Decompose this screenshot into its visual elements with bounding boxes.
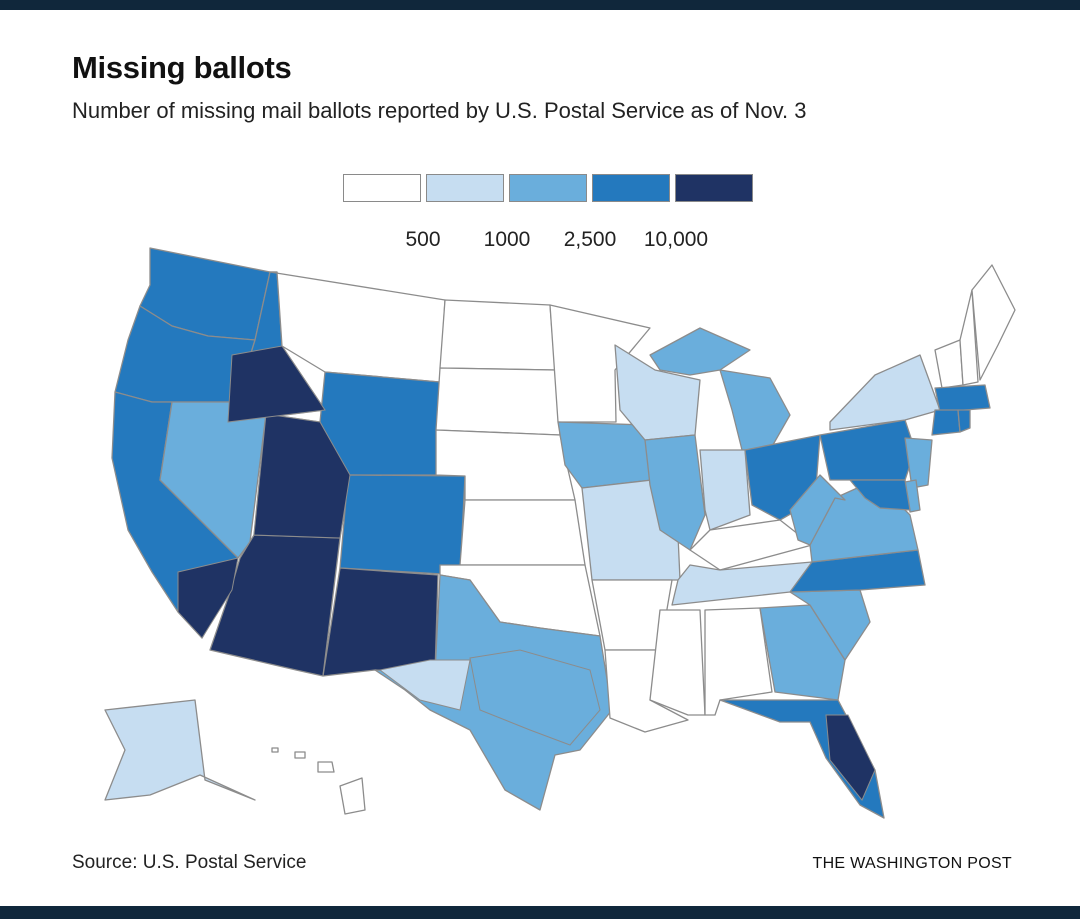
- state-ky: [689, 519, 813, 571]
- region-overlay-0: [253, 413, 351, 539]
- region-overlay-5: [378, 659, 471, 711]
- legend-tick-500: 500: [405, 228, 441, 251]
- state-sd: [435, 367, 561, 436]
- state-ri: [957, 409, 971, 433]
- legend-swatch-1: [426, 174, 504, 202]
- state-co: [339, 474, 466, 576]
- state-in: [699, 449, 751, 531]
- region-overlay-2: [227, 345, 326, 423]
- state-hi3: [317, 761, 335, 773]
- region-overlay-4: [469, 649, 601, 746]
- source-note: Source: U.S. Postal Service: [72, 852, 307, 873]
- state-ks: [459, 499, 586, 566]
- state-ga: [759, 604, 846, 701]
- state-ct: [931, 409, 961, 436]
- chart-subtitle: Number of missing mail ballots reported …: [72, 98, 807, 123]
- state-hi2: [294, 751, 306, 759]
- state-nj: [904, 437, 933, 489]
- state-hi1: [271, 747, 279, 753]
- chart-card: Missing ballots Number of missing mail b…: [0, 10, 1080, 906]
- legend-tick-1000: 1000: [483, 228, 531, 251]
- state-al: [704, 607, 773, 716]
- legend-swatch-3: [592, 174, 670, 202]
- legend-swatch-0: [343, 174, 421, 202]
- state-ak: [104, 699, 256, 801]
- state-az: [209, 534, 341, 677]
- state-md: [849, 479, 911, 511]
- region-overlay-3: [825, 714, 876, 801]
- state-mi: [719, 369, 791, 451]
- state-mn: [549, 304, 651, 423]
- legend-tick-10000: 10,000: [643, 228, 709, 251]
- state-ny: [829, 354, 941, 431]
- state-vt: [934, 339, 964, 389]
- legend-swatch-4: [675, 174, 753, 202]
- state-me: [971, 264, 1016, 381]
- legend-swatch-2: [509, 174, 587, 202]
- publisher-credit: THE WASHINGTON POST: [812, 855, 1012, 872]
- legend-tick-2500: 2,500: [563, 228, 617, 251]
- chart-title: Missing ballots: [72, 50, 292, 85]
- region-overlay-1: [177, 557, 239, 639]
- us-states-map: [104, 247, 1016, 819]
- state-up: [649, 327, 751, 376]
- state-ma: [934, 384, 991, 413]
- state-ms: [649, 609, 706, 716]
- state-mt: [269, 271, 446, 383]
- state-tn: [671, 561, 813, 606]
- state-hi4: [339, 777, 366, 815]
- state-nd: [439, 299, 556, 371]
- state-wv: [789, 474, 846, 546]
- state-nm: [322, 567, 439, 677]
